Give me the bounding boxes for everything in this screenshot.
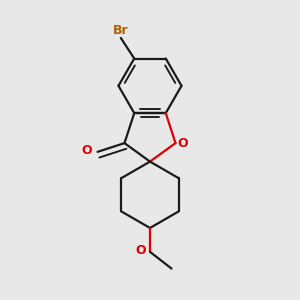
Text: O: O [135,244,146,257]
Text: O: O [82,144,92,157]
Text: O: O [178,136,188,150]
Text: Br: Br [113,25,129,38]
